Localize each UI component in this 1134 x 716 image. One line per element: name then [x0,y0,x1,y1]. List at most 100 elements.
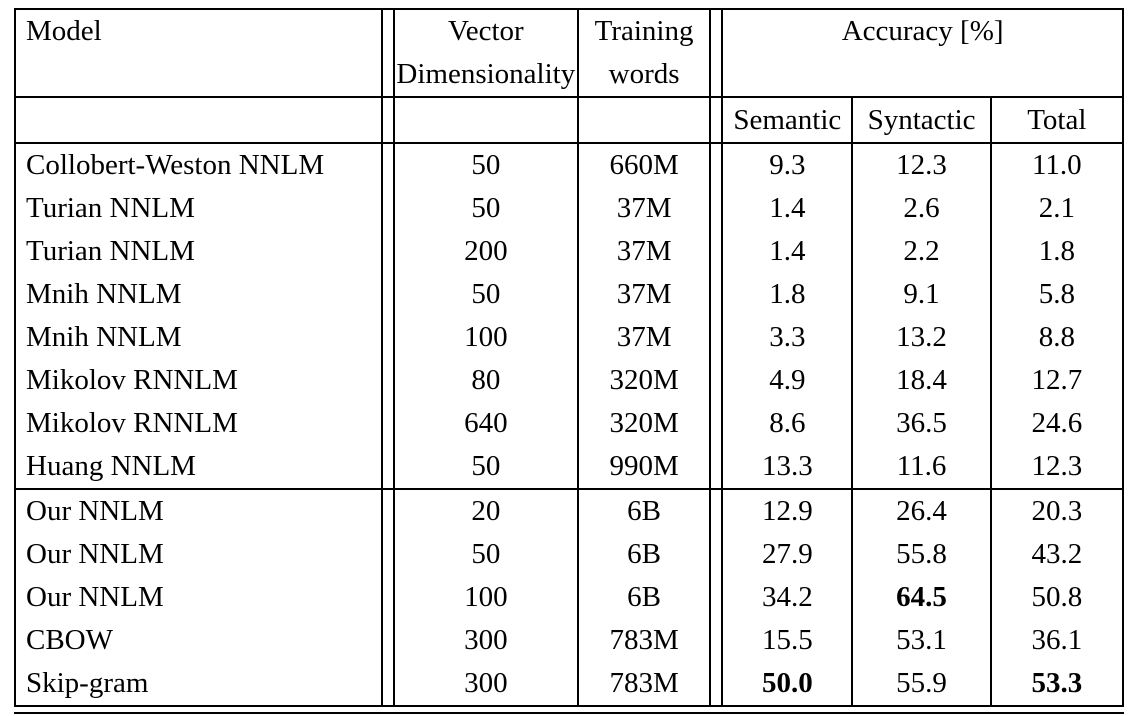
table-row: Our NNLM 100 6B 34.2 64.5 50.8 [15,576,1123,619]
column-divider [709,9,724,98]
cell-syntactic: 9.1 [851,273,991,316]
table-row: Our NNLM 20 6B 12.9 26.4 20.3 [15,489,1123,533]
column-divider [380,9,395,98]
cell-model: Turian NNLM [26,192,195,224]
cell-semantic: 8.6 [769,407,806,439]
column-divider [380,359,395,402]
cell-syntactic: 53.1 [851,619,991,662]
column-divider [709,662,724,706]
cell-dim: 100 [464,581,508,613]
cell-model: Our NNLM [26,495,164,527]
cell-total: 36.1 [989,619,1123,662]
cell-words: 37M [576,230,711,273]
column-divider [709,230,724,273]
table-row: Mnih NNLM 100 37M 3.3 13.2 8.8 [15,316,1123,359]
cell-total: 2.1 [989,187,1123,230]
cell-words: 6B [576,533,711,576]
column-divider [380,662,395,706]
cell-semantic: 15.5 [761,624,813,656]
cell-words: 783M [576,619,711,662]
header-empty-dim [393,97,578,144]
cell-syntactic: 55.8 [851,533,991,576]
column-divider [709,143,724,187]
cell-syntactic: 11.6 [851,445,991,490]
header-row-top: Model Vector Dimensionality Training wor… [15,9,1123,98]
cell-semantic: 1.4 [769,235,806,267]
cell-semantic: 34.2 [761,581,813,613]
cell-model: Turian NNLM [26,235,195,267]
header-empty-words [576,97,711,144]
cell-total: 1.8 [989,230,1123,273]
cell-dim: 50 [471,149,501,181]
cell-syntactic: 55.9 [851,662,991,706]
header-training-words: Training words [576,9,711,98]
column-divider [380,402,395,445]
cell-total: 12.3 [989,445,1123,490]
cell-syntactic: 2.2 [851,230,991,273]
header-empty-model [15,97,382,144]
cell-semantic: 4.9 [769,364,806,396]
cell-syntactic: 18.4 [851,359,991,402]
cell-model: Mnih NNLM [26,321,182,353]
column-divider [380,230,395,273]
cell-total: 50.8 [989,576,1123,619]
cell-total: 5.8 [989,273,1123,316]
cell-model: Collobert-Weston NNLM [26,149,325,181]
cell-dim: 50 [393,445,578,490]
header-syntactic: Syntactic [851,97,991,144]
cell-total: 53.3 [989,662,1123,706]
header-vector-line2: Dimensionality [396,58,576,90]
table-header: Model Vector Dimensionality Training wor… [15,9,1123,144]
cell-syntactic: 26.4 [851,489,991,533]
column-divider [380,489,395,533]
column-divider [709,97,724,144]
table-row: Huang NNLM 50 990M 13.3 11.6 12.3 [15,445,1123,490]
cell-semantic: 13.3 [722,445,853,490]
cell-dim: 300 [464,667,508,699]
cell-syntactic: 2.6 [851,187,991,230]
column-divider [709,316,724,359]
cell-syntactic: 12.3 [851,143,991,187]
results-table-container: Model Vector Dimensionality Training wor… [14,8,1124,714]
header-training-line1: Training [594,15,694,47]
cell-dim: 640 [464,407,508,439]
model-accuracy-table: Model Vector Dimensionality Training wor… [14,8,1124,707]
header-semantic: Semantic [722,97,853,144]
table-body: Collobert-Weston NNLM 50 660M 9.3 12.3 1… [15,143,1123,706]
cell-dim: 50 [471,278,501,310]
cell-words: 6B [576,489,711,533]
table-row: Mnih NNLM 50 37M 1.8 9.1 5.8 [15,273,1123,316]
column-divider [380,273,395,316]
cell-semantic: 3.3 [769,321,806,353]
cell-total: 8.8 [989,316,1123,359]
column-divider [380,533,395,576]
column-divider [709,489,724,533]
table-row: CBOW 300 783M 15.5 53.1 36.1 [15,619,1123,662]
column-divider [380,316,395,359]
cell-total: 11.0 [989,143,1123,187]
cell-semantic: 27.9 [761,538,813,570]
header-row-sub: Semantic Syntactic Total [15,97,1123,144]
column-divider [380,445,395,490]
cell-model: Skip-gram [26,667,149,699]
table-row: Collobert-Weston NNLM 50 660M 9.3 12.3 1… [15,143,1123,187]
cell-words: 660M [576,143,711,187]
cell-dim: 50 [471,192,501,224]
column-divider [709,576,724,619]
cell-model: Huang NNLM [15,445,382,490]
cell-words: 37M [576,187,711,230]
cell-syntactic: 13.2 [851,316,991,359]
column-divider [380,97,395,144]
column-divider [380,143,395,187]
column-divider [709,619,724,662]
column-divider [380,576,395,619]
cell-dim: 20 [471,495,501,527]
header-training-line2: words [608,58,680,90]
column-divider [709,533,724,576]
table-row: Our NNLM 50 6B 27.9 55.8 43.2 [15,533,1123,576]
cell-syntactic: 64.5 [851,576,991,619]
column-divider [709,359,724,402]
cell-dim: 80 [471,364,501,396]
header-vector-dimensionality: Vector Dimensionality [393,9,578,98]
table-row: Skip-gram 300 783M 50.0 55.9 53.3 [15,662,1123,706]
